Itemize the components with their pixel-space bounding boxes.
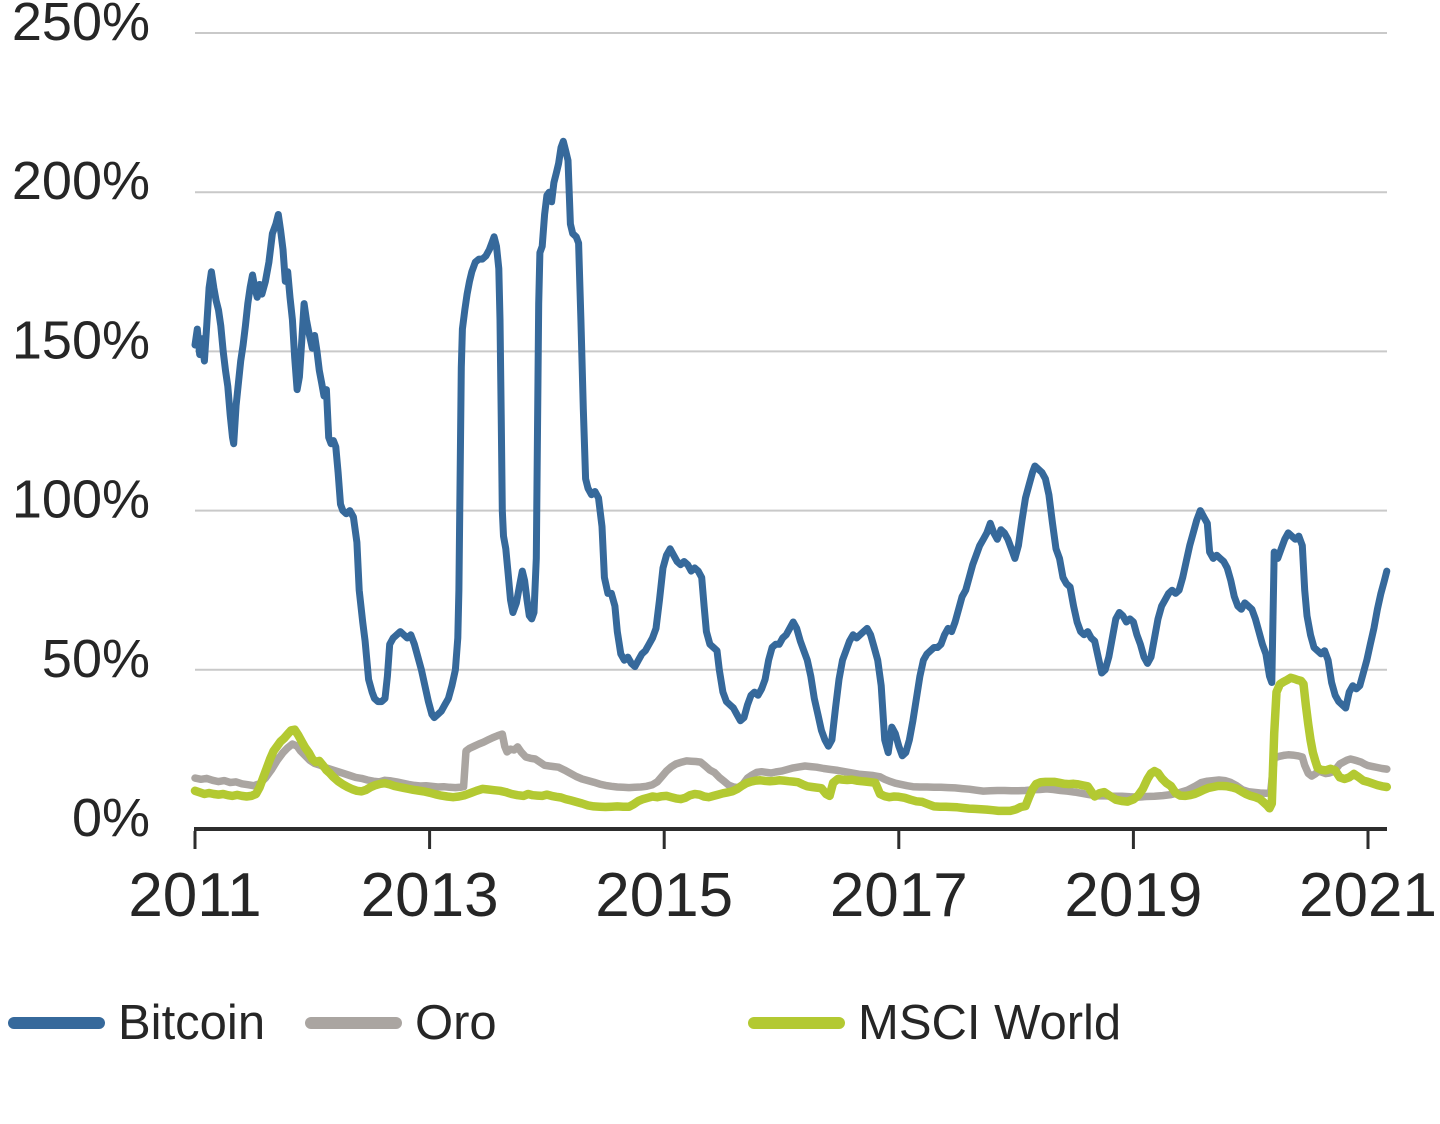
x-tick-label: 2021 bbox=[1299, 861, 1437, 930]
oro-line-swatch bbox=[305, 1017, 402, 1029]
series-line-bitcoin bbox=[191, 137, 1391, 760]
x-tick-label: 2013 bbox=[361, 861, 499, 930]
chart-canvas: 0% 50% 100% 150% 200% 250% 2011 2013 2015 2017 201… bbox=[12, 0, 1437, 930]
x-tick-label: 2011 bbox=[128, 861, 261, 930]
y-tick-label: 150% bbox=[12, 310, 150, 370]
legend-label-bitcoin: Bitcoin bbox=[118, 995, 266, 1050]
y-tick-label: 250% bbox=[12, 0, 150, 52]
y-tick-label: 50% bbox=[42, 629, 150, 689]
legend-item-msci-world: MSCI World bbox=[748, 997, 1121, 1049]
legend-item-oro: Oro bbox=[305, 997, 497, 1049]
y-tick-label: 0% bbox=[72, 788, 150, 848]
y-tick-label: 200% bbox=[12, 151, 150, 211]
y-tick-label: 100% bbox=[12, 470, 150, 530]
x-tick-label: 2017 bbox=[830, 861, 968, 930]
legend-item-bitcoin: Bitcoin bbox=[8, 997, 265, 1049]
series-line-msci-world bbox=[190, 673, 1392, 816]
legend-label-msci-world: MSCI World bbox=[858, 995, 1122, 1050]
msci-world-line-swatch bbox=[748, 1017, 845, 1029]
x-tick-label: 2019 bbox=[1064, 861, 1202, 930]
x-tick-label: 2015 bbox=[595, 861, 733, 930]
bitcoin-line-swatch bbox=[8, 1017, 105, 1029]
legend-label-oro: Oro bbox=[415, 995, 497, 1050]
